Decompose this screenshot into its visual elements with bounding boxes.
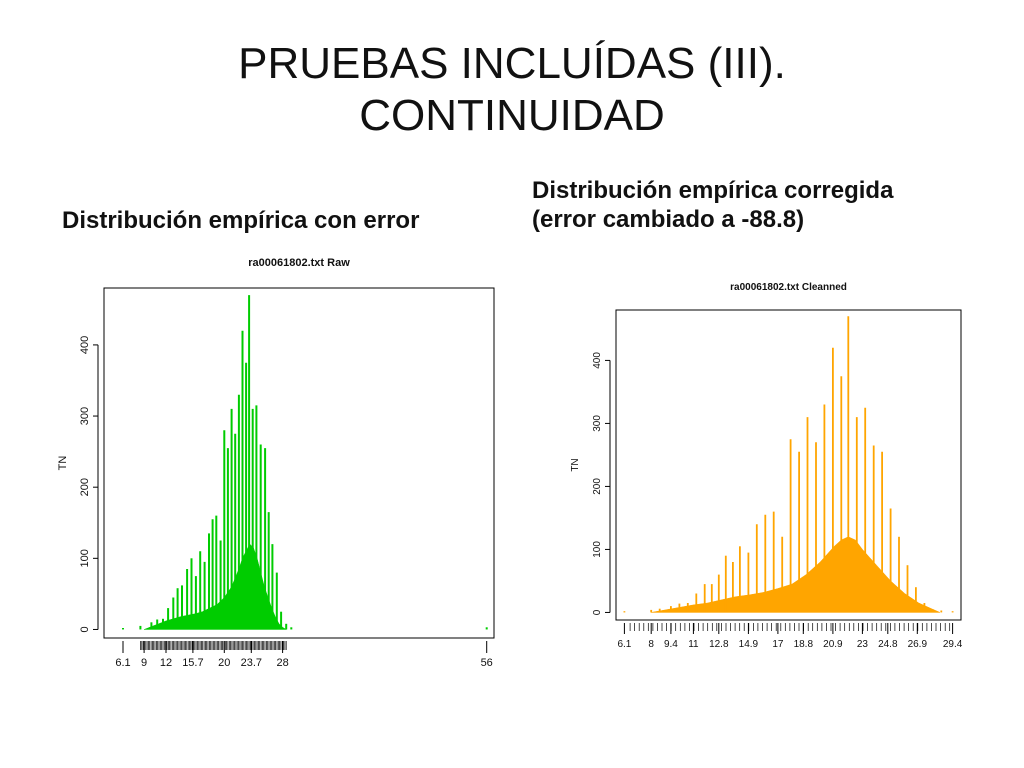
plot-frame [103, 287, 495, 639]
x-tick-label-6: 28 [276, 657, 288, 669]
x-tick-label-0: 6.1 [617, 639, 631, 650]
x-tick-label-3: 15.7 [182, 657, 203, 669]
x-tick-label-9: 23 [857, 639, 869, 650]
y-tick-label-2: 200 [79, 478, 91, 496]
x-tick-label-7: 56 [481, 657, 493, 669]
y-axis-label: TN [570, 458, 581, 471]
y-tick-label-1: 100 [79, 549, 91, 567]
y-tick-label-2: 200 [592, 478, 603, 495]
y-tick-label-1: 100 [592, 541, 603, 558]
x-tick-label-10: 24.8 [878, 639, 898, 650]
x-tick-label-4: 12.8 [709, 639, 729, 650]
raw-chart-panel: ra00061802.txt Raw 0 100 200 300 400 TN 6.1 9 12 1… [44, 248, 506, 678]
x-tick-label-12: 29.4 [943, 639, 963, 650]
x-tick-label-1: 8 [648, 639, 654, 650]
x-tick-label-1: 9 [141, 657, 147, 669]
slide-title-line1: PRUEBAS INCLUÍDAS (III). [238, 39, 786, 88]
x-tick-label-11: 26.9 [908, 639, 928, 650]
y-tick-label-4: 400 [79, 336, 91, 354]
left-heading: Distribución empírica con error [62, 207, 420, 234]
x-tick-label-6: 17 [772, 639, 784, 650]
x-tick-label-4: 20 [218, 657, 230, 669]
y-tick-label-4: 400 [592, 352, 603, 369]
right-heading-line2: (error cambiado a -88.8) [532, 206, 805, 233]
density-area [650, 536, 941, 613]
x-tick-label-3: 11 [688, 639, 699, 650]
x-tick-label-5: 14.9 [739, 639, 759, 650]
slide-title-line2: CONTINUIDAD [359, 91, 665, 140]
y-axis-label: TN [57, 456, 69, 471]
x-tick-label-5: 23.7 [241, 657, 262, 669]
right-heading: Distribución empírica corregida (error c… [532, 176, 893, 234]
y-tick-label-3: 300 [79, 407, 91, 425]
x-tick-label-0: 6.1 [115, 657, 130, 669]
y-tick-label-3: 300 [592, 415, 603, 432]
cleaned-chart: ra00061802.txt Cleanned 0 100 200 300 400 TN 6.… [570, 282, 963, 650]
raw-chart: ra00061802.txt Raw 0 100 200 300 400 TN 6.1 9 12 1… [57, 257, 495, 669]
x-tick-label-7: 18.8 [794, 639, 814, 650]
chart-title: ra00061802.txt Raw [248, 257, 350, 269]
right-heading-line1: Distribución empírica corregida [532, 177, 894, 204]
cleaned-chart-panel: ra00061802.txt Cleanned 0 100 200 300 400 TN 6.… [560, 274, 972, 654]
plot-frame [615, 309, 962, 621]
y-tick-label-0: 0 [79, 626, 91, 632]
x-tick-label-2: 9.4 [664, 639, 678, 650]
y-tick-label-0: 0 [592, 609, 603, 615]
x-tick-label-8: 20.9 [823, 639, 843, 650]
x-tick-label-2: 12 [160, 657, 172, 669]
slide-title: PRUEBAS INCLUÍDAS (III). CONTINUIDAD [0, 38, 1024, 142]
chart-title: ra00061802.txt Cleanned [730, 282, 847, 293]
